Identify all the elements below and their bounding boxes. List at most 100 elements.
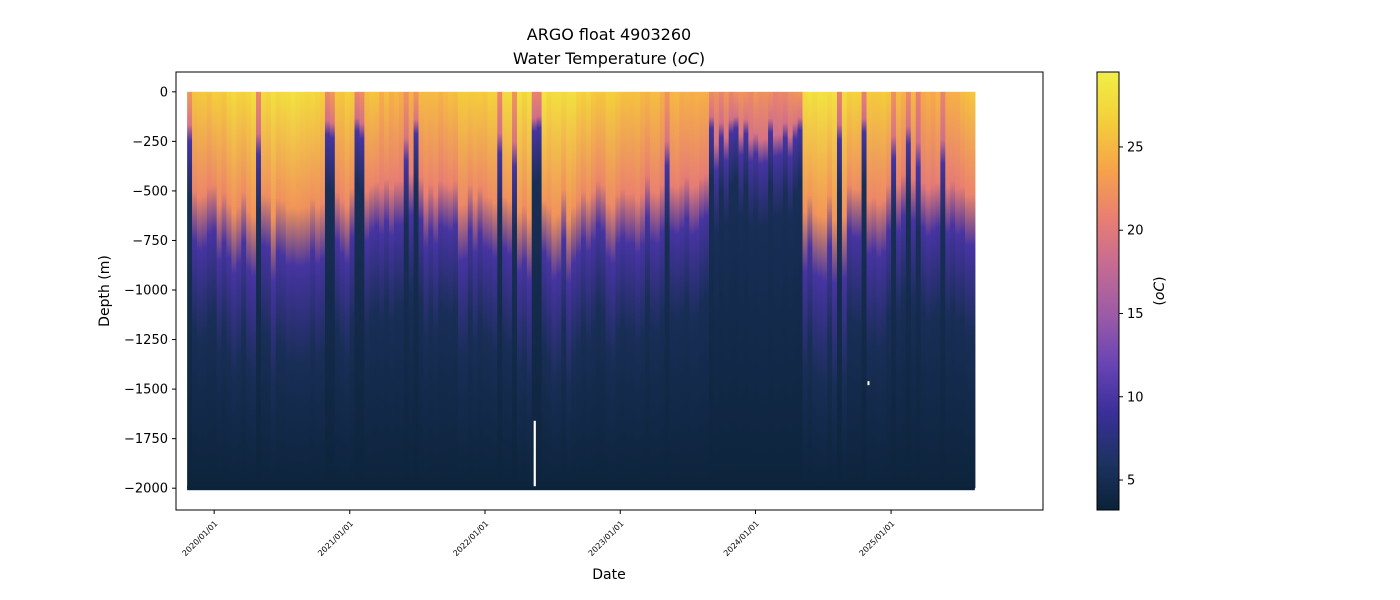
profile-strip <box>797 91 804 489</box>
profile-strip <box>201 91 208 489</box>
profile-strip <box>388 91 395 489</box>
profile-strip <box>935 91 941 489</box>
profile-strip <box>359 91 365 489</box>
profile-strip <box>910 91 917 489</box>
profile-strip <box>856 91 863 489</box>
profile-strip <box>507 91 513 489</box>
temperature-heatmap <box>187 91 976 491</box>
profile-strip <box>408 91 415 489</box>
profile-strip <box>546 91 553 489</box>
profile-strip <box>187 91 193 489</box>
profile-strip <box>728 91 735 489</box>
profile-strip <box>192 91 198 489</box>
y-tick-label: −750 <box>132 234 168 249</box>
x-tick-label: 2025/01/01 <box>858 519 897 558</box>
profile-strip <box>640 91 646 489</box>
colorbar-tick-label: 15 <box>1127 307 1144 322</box>
profile-strip <box>733 91 740 489</box>
profile-strip <box>590 91 597 489</box>
chart-subtitle: Water Temperature (oC) <box>513 49 705 68</box>
profile-strip <box>777 91 784 489</box>
profile-strip <box>689 91 695 489</box>
profile-strip <box>443 91 449 489</box>
y-tick-label: −1000 <box>124 284 168 299</box>
profile-strip <box>452 91 459 489</box>
y-tick-label: −500 <box>132 184 168 199</box>
x-tick-label: 2022/01/01 <box>451 519 490 558</box>
colorbar: 5 10 15 20 25 (oC) <box>1096 71 1168 511</box>
profile-strip <box>226 91 233 489</box>
profile-strip <box>393 91 400 489</box>
profile-strip <box>654 91 661 489</box>
profile-strip <box>216 91 223 489</box>
profile-strip <box>679 91 685 489</box>
profile-strip <box>659 91 666 489</box>
profile-strip <box>950 91 956 489</box>
colorbar-gradient <box>1096 71 1120 511</box>
profile-strip <box>295 91 301 489</box>
x-tick-label: 2021/01/01 <box>316 519 355 558</box>
profile-strip <box>246 91 252 489</box>
profile-strip <box>964 91 971 489</box>
profile-strip <box>571 91 577 489</box>
profile-strip <box>625 91 631 489</box>
profile-strip <box>492 91 498 489</box>
profile-strip <box>920 91 927 489</box>
profile-strip <box>531 91 538 489</box>
profile-strip <box>664 91 671 489</box>
profile-strip <box>881 91 887 489</box>
profile-strip <box>502 91 508 489</box>
profile-strip <box>704 91 710 489</box>
profile-strip <box>763 91 769 489</box>
profile-strip <box>231 91 237 489</box>
profile-strip <box>403 91 410 489</box>
y-axis-label: Depth (m) <box>97 255 113 327</box>
profile-strip <box>836 91 843 489</box>
profile-strip <box>772 91 779 489</box>
y-tick-label: −2000 <box>124 482 168 497</box>
profile-strip <box>477 91 484 489</box>
colorbar-ticks: 5 10 15 20 25 <box>1119 140 1144 489</box>
profile-strip <box>536 91 543 489</box>
profile-strip <box>418 91 425 489</box>
profile-strip <box>723 91 730 489</box>
profile-strip <box>851 91 858 489</box>
profile-strip <box>718 91 725 489</box>
y-tick-label: −1750 <box>124 432 168 447</box>
plot-frame <box>175 71 1044 511</box>
profile-strip <box>275 91 282 489</box>
profile-strip <box>846 91 853 489</box>
profile-strip <box>600 91 607 489</box>
profile-strip <box>684 91 690 489</box>
profile-strip <box>792 91 799 489</box>
profile-strip <box>866 91 873 489</box>
stray-point <box>867 381 870 386</box>
profile-strip <box>630 91 636 489</box>
profile-strip <box>787 91 794 489</box>
profile-strip <box>635 91 641 489</box>
profile-strip <box>595 91 602 489</box>
profile-strip <box>620 91 626 489</box>
profile-strip <box>516 91 523 489</box>
profile-strip <box>384 91 390 489</box>
profile-strip <box>768 91 774 489</box>
profile-strip <box>556 91 562 489</box>
profile-strip <box>398 91 405 489</box>
profile-strip <box>300 91 306 489</box>
profile-strip <box>374 91 380 489</box>
profile-strip <box>580 91 587 489</box>
profile-strip <box>334 91 341 489</box>
profile-strip <box>561 91 567 489</box>
profile-strip <box>512 91 518 489</box>
profile-strip <box>871 91 877 489</box>
profile-bottom-edge <box>187 486 975 491</box>
colorbar-tick-label: 25 <box>1127 140 1144 155</box>
profile-strip <box>256 91 262 489</box>
profile-strip <box>713 91 720 489</box>
profile-strip <box>206 91 213 489</box>
profile-strip <box>462 91 469 489</box>
profile-strip <box>576 91 582 489</box>
x-axis: 2020/01/01 2021/01/01 2022/01/01 2023/01/01… <box>181 510 897 558</box>
profile-strip <box>482 91 489 489</box>
profile-bottom-edge-line <box>187 486 975 491</box>
